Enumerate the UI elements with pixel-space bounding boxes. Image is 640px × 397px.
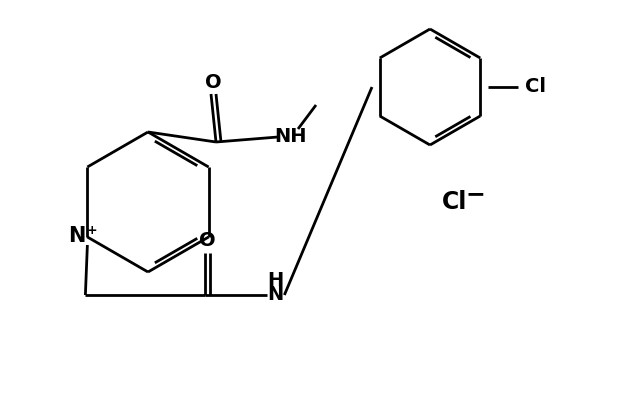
Text: O: O [205, 73, 221, 91]
Text: N: N [68, 226, 85, 246]
Text: Cl: Cl [442, 190, 468, 214]
Text: H: H [268, 272, 284, 291]
Text: N: N [268, 285, 284, 304]
Text: Cl: Cl [525, 77, 547, 96]
Text: O: O [199, 231, 216, 251]
Text: −: − [465, 182, 485, 206]
Text: NH: NH [274, 127, 307, 145]
Text: +: + [87, 224, 98, 237]
